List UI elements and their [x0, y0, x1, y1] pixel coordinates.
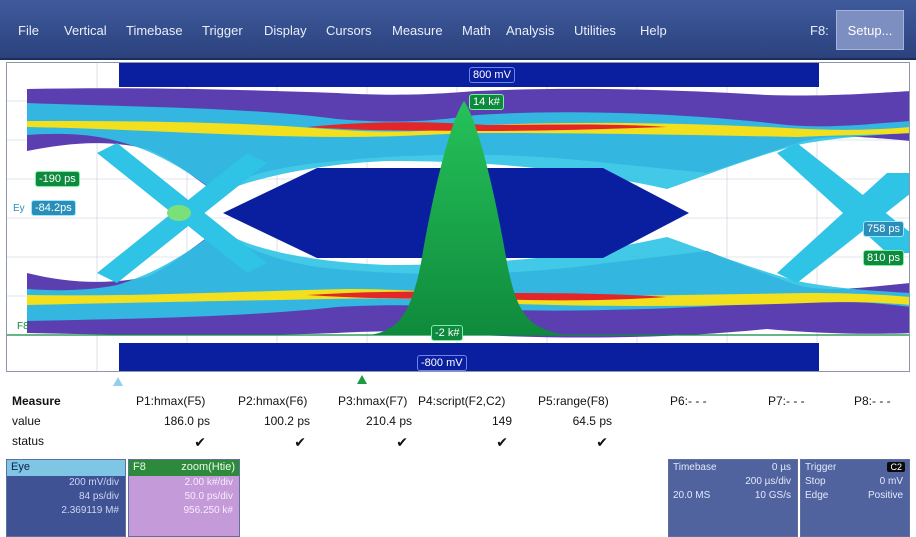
marker-strip [113, 375, 367, 386]
menu-help[interactable]: Help [640, 23, 667, 38]
status-check-icon-p3: ✔ [396, 434, 408, 450]
eye-panel-title: Eye [7, 460, 125, 476]
menu-file[interactable]: File [18, 23, 39, 38]
eye-horizontal-scale: 84 ps/div [78, 491, 119, 502]
trigger-mode: Stop [805, 476, 826, 487]
param-header-p4[interactable]: P4:script(F2,C2) [418, 394, 506, 408]
zoom-trace-id: F8 [133, 461, 146, 473]
trigger-title: Trigger [805, 462, 837, 473]
timebase-scale: 200 µs/div [745, 476, 791, 487]
menu-measure[interactable]: Measure [392, 23, 443, 38]
trigger-channel-badge: C2 [887, 462, 905, 472]
left-marker-lower: -84.2ps [31, 200, 76, 216]
param-header-p7[interactable]: P7:- - - [768, 394, 805, 408]
menu-trigger[interactable]: Trigger [202, 23, 243, 38]
zoom-trace-panel[interactable]: F8 zoom(Htie) 2.00 k#/div 50.0 ps/div 95… [128, 459, 240, 537]
measure-header-row: Measure P1:hmax(F5) P2:hmax(F6) P3:hmax(… [6, 394, 910, 412]
right-marker-lower: 810 ps [863, 250, 905, 266]
param-header-p1[interactable]: P1:hmax(F5) [136, 394, 206, 408]
f8-shortcut-label: F8: [810, 23, 829, 38]
f8-trace-label: F8 [17, 321, 29, 332]
timebase-samples: 20.0 MS [673, 490, 711, 501]
value-p5: 64.5 ps [572, 414, 612, 428]
status-check-icon-p1: ✔ [194, 434, 206, 450]
param-header-p5[interactable]: P5:range(F8) [538, 394, 609, 408]
status-check-icon-p5: ✔ [596, 434, 608, 450]
bottom-level-band [119, 343, 819, 371]
eye-diagram-plot [7, 63, 909, 371]
timebase-panel[interactable]: Timebase 0 µs 200 µs/div 20.0 MS 10 GS/s [668, 459, 798, 537]
menu-vertical[interactable]: Vertical [64, 23, 107, 38]
menu-math[interactable]: Math [462, 23, 491, 38]
bottom-level-label: -800 mV [417, 355, 467, 371]
param-header-p3[interactable]: P3:hmax(F7) [338, 394, 408, 408]
eye-sample-count: 2.369119 M# [61, 505, 119, 516]
status-check-icon-p4: ✔ [496, 434, 508, 450]
trigger-slope: Positive [867, 490, 903, 501]
status-check-icon-p2: ✔ [294, 434, 306, 450]
timebase-delay: 0 µs [771, 462, 791, 473]
zoom-sample-count: 956.250 k# [183, 505, 234, 516]
menu-utilities[interactable]: Utilities [574, 23, 616, 38]
timebase-sample-rate: 10 GS/s [754, 490, 791, 501]
param-header-p6[interactable]: P6:- - - [670, 394, 707, 408]
timebase-title: Timebase [673, 462, 717, 473]
value-p1: 186.0 ps [163, 414, 210, 428]
zoom-vertical-scale: 2.00 k#/div [184, 477, 233, 488]
setup-button[interactable]: Setup... [836, 10, 904, 50]
measure-value-row: value 186.0 ps 100.2 ps 210.4 ps 149 64.… [6, 414, 910, 432]
menu-display[interactable]: Display [264, 23, 307, 38]
value-p2: 100.2 ps [263, 414, 310, 428]
zoom-panel-title: F8 zoom(Htie) [129, 460, 239, 476]
zoom-trace-name: zoom(Htie) [181, 461, 235, 473]
measure-heading: Measure [12, 394, 61, 408]
measure-status-row: status ✔ ✔ ✔ ✔ ✔ [6, 434, 910, 452]
histogram-base-label: -2 k# [431, 325, 464, 341]
trigger-level: 0 mV [879, 476, 903, 487]
cursor-marker-icon [113, 377, 123, 386]
param-header-p2[interactable]: P2:hmax(F6) [238, 394, 308, 408]
param-header-p8[interactable]: P8:- - - [854, 394, 891, 408]
scope-display[interactable]: 800 mV -800 mV 14 k# -2 k# -190 ps -84.2… [6, 62, 910, 372]
histogram-peak-label: 14 k# [469, 94, 504, 110]
measurement-table: Measure P1:hmax(F5) P2:hmax(F6) P3:hmax(… [6, 388, 910, 456]
menu-cursors[interactable]: Cursors [326, 23, 372, 38]
value-p4: 149 [491, 414, 512, 428]
zoom-horizontal-scale: 50.0 ps/div [184, 491, 233, 502]
top-level-label: 800 mV [469, 67, 515, 83]
eye-vertical-scale: 200 mV/div [68, 477, 119, 488]
menu-bar: File Vertical Timebase Trigger Display C… [0, 0, 916, 60]
menu-timebase[interactable]: Timebase [126, 23, 183, 38]
left-marker-upper: -190 ps [35, 171, 80, 187]
value-row-label: value [12, 414, 41, 428]
jitter-histogram [369, 101, 567, 335]
menu-analysis[interactable]: Analysis [506, 23, 555, 38]
value-p3: 210.4 ps [365, 414, 412, 428]
trigger-marker-icon [357, 375, 367, 384]
ey-trace-label: Ey [13, 203, 25, 214]
right-marker-upper: 758 ps [863, 221, 905, 237]
trigger-type: Edge [805, 490, 829, 501]
trigger-panel[interactable]: Trigger C2 Stop 0 mV Edge Positive [800, 459, 910, 537]
status-row-label: status [12, 434, 45, 448]
eye-trace-panel[interactable]: Eye 200 mV/div 84 ps/div 2.369119 M# [6, 459, 126, 537]
